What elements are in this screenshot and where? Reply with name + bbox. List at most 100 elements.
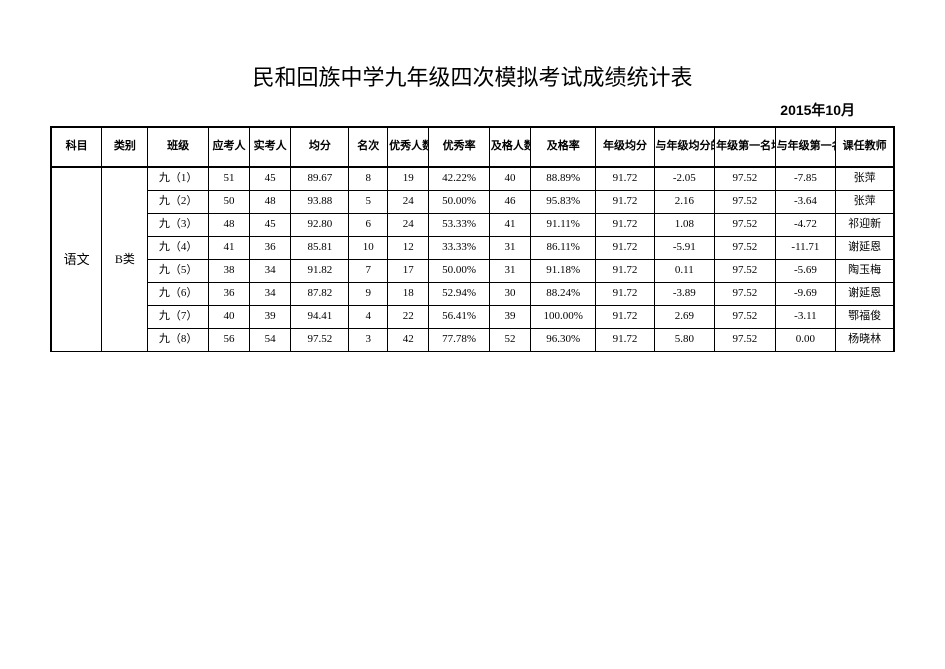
cell-tch: 鄂福俊 (836, 306, 894, 329)
cell-excR: 53.33% (429, 214, 490, 237)
h-excr: 优秀率 (429, 127, 490, 167)
cell-excR: 50.00% (429, 260, 490, 283)
cell-topDiff: -11.71 (775, 237, 836, 260)
cell-avg: 97.52 (291, 329, 349, 352)
table-row: 语文B类九（1）514589.6781942.22%4088.89%91.72-… (51, 167, 894, 191)
cell-rank: 10 (349, 237, 388, 260)
cell-should: 41 (208, 237, 249, 260)
cell-gAvg: 91.72 (596, 214, 654, 237)
subject-cell: 语文 (51, 167, 102, 352)
report-date: 2015年10月 (50, 100, 895, 120)
cell-excN: 17 (388, 260, 429, 283)
cell-topDiff: 0.00 (775, 329, 836, 352)
category-cell: B类 (102, 167, 148, 352)
cell-topDiff: -3.11 (775, 306, 836, 329)
cell-avg: 87.82 (291, 283, 349, 306)
cell-gDiff: -5.91 (654, 237, 715, 260)
cell-cls: 九（7） (148, 306, 209, 329)
cell-tch: 祁迎新 (836, 214, 894, 237)
table-row: 九（6）363487.8291852.94%3088.24%91.72-3.89… (51, 283, 894, 306)
cell-should: 56 (208, 329, 249, 352)
cell-actual: 36 (250, 237, 291, 260)
cell-pasR: 88.89% (531, 167, 596, 191)
cell-pasN: 39 (489, 306, 530, 329)
cell-pasN: 31 (489, 237, 530, 260)
cell-rank: 7 (349, 260, 388, 283)
cell-gDiff: -2.05 (654, 167, 715, 191)
cell-pasN: 30 (489, 283, 530, 306)
cell-should: 36 (208, 283, 249, 306)
cell-excN: 24 (388, 214, 429, 237)
cell-excR: 77.78% (429, 329, 490, 352)
table-row: 九（5）383491.8271750.00%3191.18%91.720.119… (51, 260, 894, 283)
h-tdiff: 与年级第一名的差距 (775, 127, 836, 167)
cell-pasR: 100.00% (531, 306, 596, 329)
cell-pasR: 91.11% (531, 214, 596, 237)
cell-excN: 12 (388, 237, 429, 260)
cell-pasN: 52 (489, 329, 530, 352)
cell-topDiff: -9.69 (775, 283, 836, 306)
cell-gDiff: 5.80 (654, 329, 715, 352)
cell-topAvg: 97.52 (715, 260, 776, 283)
cell-pasN: 46 (489, 191, 530, 214)
header-row: 科目 类别 班级 应考人 实考人 均分 名次 优秀人数 优秀率 及格人数 及格率… (51, 127, 894, 167)
cell-topAvg: 97.52 (715, 191, 776, 214)
cell-cls: 九（5） (148, 260, 209, 283)
cell-pasR: 96.30% (531, 329, 596, 352)
h-gavg: 年级均分 (596, 127, 654, 167)
cell-avg: 91.82 (291, 260, 349, 283)
cell-excR: 52.94% (429, 283, 490, 306)
cell-gAvg: 91.72 (596, 191, 654, 214)
cell-topDiff: -7.85 (775, 167, 836, 191)
cell-should: 48 (208, 214, 249, 237)
cell-cls: 九（6） (148, 283, 209, 306)
cell-gDiff: -3.89 (654, 283, 715, 306)
cell-excN: 22 (388, 306, 429, 329)
cell-rank: 5 (349, 191, 388, 214)
cell-excR: 50.00% (429, 191, 490, 214)
cell-pasN: 40 (489, 167, 530, 191)
table-row: 九（3）484592.8062453.33%4191.11%91.721.089… (51, 214, 894, 237)
table-row: 九（2）504893.8852450.00%4695.83%91.722.169… (51, 191, 894, 214)
cell-should: 38 (208, 260, 249, 283)
cell-gAvg: 91.72 (596, 329, 654, 352)
cell-rank: 8 (349, 167, 388, 191)
h-pasr: 及格率 (531, 127, 596, 167)
cell-topAvg: 97.52 (715, 167, 776, 191)
h-actual: 实考人 (250, 127, 291, 167)
cell-actual: 48 (250, 191, 291, 214)
h-category: 类别 (102, 127, 148, 167)
h-tavg: 年级第一名均分 (715, 127, 776, 167)
cell-tch: 谢延恩 (836, 283, 894, 306)
cell-gDiff: 2.69 (654, 306, 715, 329)
h-should: 应考人 (208, 127, 249, 167)
cell-should: 50 (208, 191, 249, 214)
cell-tch: 张萍 (836, 191, 894, 214)
cell-excR: 42.22% (429, 167, 490, 191)
h-subject: 科目 (51, 127, 102, 167)
cell-pasN: 31 (489, 260, 530, 283)
page-title: 民和回族中学九年级四次模拟考试成绩统计表 (50, 60, 895, 92)
cell-should: 51 (208, 167, 249, 191)
cell-tch: 谢延恩 (836, 237, 894, 260)
h-pasn: 及格人数 (489, 127, 530, 167)
cell-excN: 19 (388, 167, 429, 191)
h-rank: 名次 (349, 127, 388, 167)
cell-pasR: 95.83% (531, 191, 596, 214)
h-teacher: 课任教师 (836, 127, 894, 167)
cell-rank: 3 (349, 329, 388, 352)
cell-tch: 张萍 (836, 167, 894, 191)
cell-gAvg: 91.72 (596, 283, 654, 306)
cell-actual: 45 (250, 214, 291, 237)
cell-gDiff: 0.11 (654, 260, 715, 283)
table-row: 九（8）565497.5234277.78%5296.30%91.725.809… (51, 329, 894, 352)
cell-gAvg: 91.72 (596, 306, 654, 329)
cell-gAvg: 91.72 (596, 167, 654, 191)
cell-rank: 9 (349, 283, 388, 306)
cell-excN: 18 (388, 283, 429, 306)
cell-pasN: 41 (489, 214, 530, 237)
cell-pasR: 91.18% (531, 260, 596, 283)
cell-cls: 九（2） (148, 191, 209, 214)
cell-gAvg: 91.72 (596, 237, 654, 260)
cell-cls: 九（8） (148, 329, 209, 352)
